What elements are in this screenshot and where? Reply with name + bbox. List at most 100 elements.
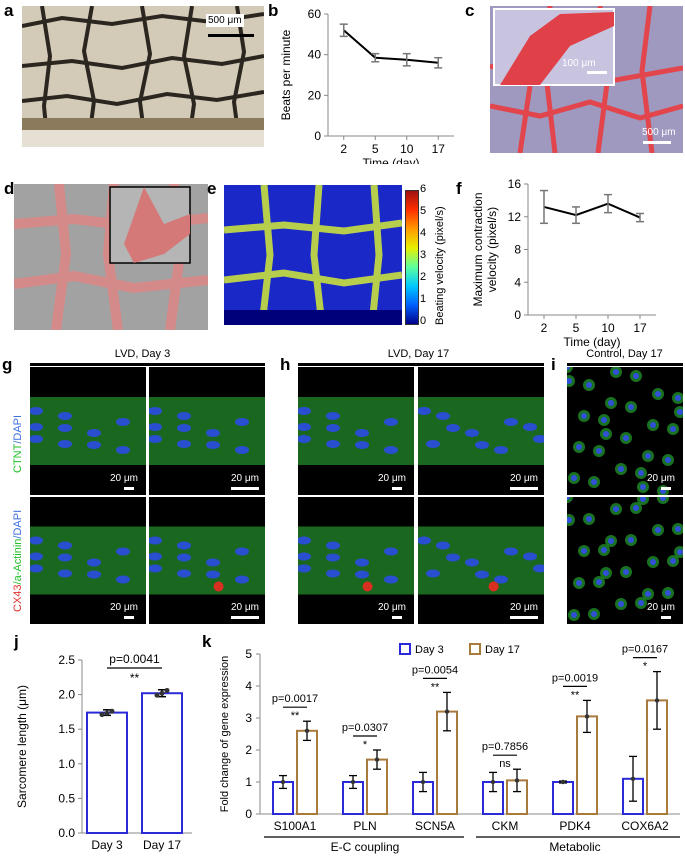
nucleus [567, 367, 570, 370]
series-line [343, 29, 439, 64]
p-value-label: p=0.7856 [482, 741, 528, 753]
nucleus [298, 552, 311, 561]
brightfield-scaffold-image: 500 μm [22, 6, 264, 147]
data-point [514, 778, 520, 783]
nucleus [601, 547, 607, 553]
nucleus [533, 435, 544, 443]
fluorescence-tile: 20 μm [30, 497, 146, 624]
nucleus [567, 497, 570, 500]
bar [141, 692, 183, 834]
fluorescence-graphic [30, 526, 146, 595]
significance-stars: ** [571, 689, 580, 701]
nucleus [494, 575, 508, 584]
nucleus [571, 475, 577, 481]
y-tick-label: 40 [308, 48, 322, 62]
x-tick-label: 5 [372, 142, 379, 156]
nucleus [603, 570, 609, 576]
data-point [159, 690, 165, 696]
scale-bar [124, 616, 134, 619]
scale-bar [392, 487, 402, 490]
nucleus [677, 549, 683, 555]
y-tick-label: 0 [245, 807, 252, 821]
legend-label: Day 3 [415, 644, 444, 656]
chart-fold-change-expression: 0 1 2 3 4 5 Fold change of gene expression p=0.… [219, 643, 680, 854]
y-tick-label: 20 [308, 88, 322, 102]
chart-sarcomere-length: 0.0 0.5 1.0 1.5 2.0 2.5 Sarcomere length (μm) D… [15, 652, 192, 852]
nucleus [436, 412, 450, 420]
nucleus [608, 538, 614, 544]
nucleus [596, 579, 602, 585]
x-tick-label: S100A1 [274, 819, 317, 833]
stain-cx43: CX43 [12, 584, 24, 612]
nucleus [581, 413, 587, 419]
colored-sem-scaffold-image: 100 μm 500 μm [490, 6, 683, 153]
fluorescence-graphic [30, 397, 146, 465]
fluorescence-tile: 20 μm [567, 367, 683, 495]
header-rule-g [30, 363, 265, 366]
nucleus [465, 558, 479, 567]
nucleus [633, 505, 639, 511]
nucleus [418, 407, 431, 415]
nucleus [523, 423, 537, 431]
y-axis-label: Beats per minute [279, 29, 293, 120]
p-value-label: p=0.0017 [272, 693, 318, 705]
scale-label: 500 μm [208, 15, 242, 26]
data-point [99, 712, 105, 718]
panel-label-k: k [202, 632, 212, 651]
nucleus [149, 564, 162, 573]
fluorescence-graphic [418, 397, 544, 465]
data-point [560, 779, 566, 785]
y-tick-label: 5 [245, 647, 252, 661]
nucleus [567, 378, 572, 384]
data-point [280, 779, 286, 785]
nucleus [660, 497, 666, 501]
nucleus [355, 570, 369, 579]
data-point [444, 709, 450, 714]
y-tick-label: 1 [245, 775, 252, 789]
scale-bar [231, 487, 259, 490]
panel-label-i: i [551, 355, 556, 374]
header-rule-h [298, 363, 544, 366]
data-point [420, 779, 426, 785]
nucleus [613, 506, 619, 512]
nucleus [665, 457, 671, 463]
y-axis-label: Fold change of gene expression [219, 656, 231, 813]
colorbar-tick: 5 [420, 205, 427, 217]
nucleus [235, 418, 249, 426]
nucleus [235, 547, 249, 556]
fluorescence-graphic [149, 397, 265, 465]
nucleus [576, 444, 582, 450]
nucleus [326, 424, 340, 432]
data-point [584, 714, 590, 719]
panel-label-c: c [465, 1, 475, 20]
nucleus [326, 569, 340, 578]
significance-stars: ** [130, 671, 140, 685]
nucleus [475, 441, 489, 449]
fluorescence-graphic [298, 526, 414, 595]
stain-dapi: /DAPI [12, 414, 24, 444]
panel-label-h: h [280, 355, 291, 374]
bar [296, 729, 318, 815]
nucleus [87, 441, 101, 449]
velocity-overlay-image [14, 184, 208, 330]
group-label: Metabolic [549, 840, 600, 854]
nucleus [177, 440, 191, 448]
y-tick-label: 0.0 [58, 826, 75, 840]
colorbar-label: Beating velocity (pixel/s) [434, 206, 446, 325]
nucleus [426, 569, 440, 578]
nucleus [581, 548, 587, 554]
main-scale-label: 500 μm [642, 127, 676, 138]
nucleus [675, 526, 681, 532]
stain-label-row1: CTNT/DAPI [12, 415, 24, 473]
nucleus [298, 536, 311, 545]
nucleus [235, 446, 249, 454]
y-tick-label: 0 [514, 308, 521, 322]
nucleus [355, 429, 369, 437]
fluorescence-graphic [567, 497, 683, 621]
nucleus [633, 373, 639, 379]
nucleus [30, 536, 43, 545]
scale-label: 20 μm [231, 473, 259, 484]
chart-max-contraction-velocity: 0 4 8 12 16 2 5 10 17 Time (day) Maximum contracti… [471, 177, 656, 349]
fluorescence-graphic [149, 526, 265, 595]
fluorescence-tile: 20 μm [418, 367, 544, 495]
